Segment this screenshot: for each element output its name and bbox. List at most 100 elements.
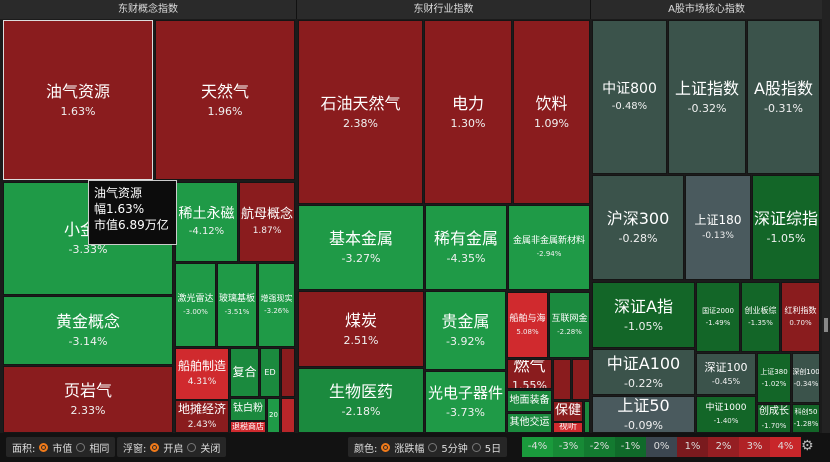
treemap-tile[interactable]: 上证380 -1.02% bbox=[757, 353, 791, 403]
treemap-tile[interactable]: 沪深300 -0.28% bbox=[592, 175, 684, 280]
treemap-tile[interactable]: 科创50 -1.28% bbox=[792, 404, 820, 433]
treemap-tile[interactable] bbox=[281, 348, 295, 397]
tile-change: -0.09% bbox=[624, 419, 663, 433]
tile-change: -1.02% bbox=[761, 379, 787, 388]
radio-5day[interactable] bbox=[471, 442, 481, 452]
treemap-tile[interactable]: 深证100 -0.45% bbox=[696, 353, 756, 395]
radio-equal[interactable] bbox=[76, 442, 86, 452]
treemap-tile[interactable]: 创业板综 -1.35% bbox=[741, 282, 780, 352]
tile-name: 退税商店 bbox=[232, 422, 264, 431]
treemap-tile[interactable]: 退税商店 bbox=[230, 421, 266, 433]
panel-header-industry: 东财行业指数 bbox=[297, 0, 591, 19]
treemap-tile[interactable]: 地摊经济 2.43% bbox=[175, 400, 229, 433]
treemap-tile[interactable]: 上证180 -0.13% bbox=[685, 175, 751, 280]
color-label: 颜色: bbox=[354, 443, 378, 455]
treemap-tile[interactable]: 航母概念 1.87% bbox=[239, 182, 295, 262]
option-5min[interactable]: 5分钟 bbox=[441, 443, 468, 455]
treemap-tile[interactable]: 激光雷达 -3.00% bbox=[175, 263, 216, 347]
treemap-tile[interactable]: 电力 1.30% bbox=[424, 20, 512, 204]
treemap-tile[interactable]: 增强现实 -3.26% bbox=[258, 263, 295, 347]
treemap-tile[interactable]: 中证A100 -0.22% bbox=[592, 349, 695, 395]
treemap-tile[interactable]: A股指数 -0.31% bbox=[747, 20, 820, 174]
treemap-tile[interactable]: 黄金概念 -3.14% bbox=[3, 296, 173, 365]
radio-5min[interactable] bbox=[428, 442, 438, 452]
treemap-tile[interactable]: 保健 bbox=[553, 401, 583, 422]
tile-change: -0.28% bbox=[618, 232, 658, 246]
treemap-tile[interactable]: 船舶制造 4.31% bbox=[175, 348, 229, 400]
option-equal[interactable]: 相同 bbox=[89, 443, 110, 455]
tile-name: 增强现实 bbox=[260, 294, 293, 304]
tile-change: 4.31% bbox=[187, 377, 217, 388]
treemap-tile[interactable]: 视听 bbox=[553, 422, 583, 433]
radio-float-on[interactable] bbox=[150, 442, 160, 452]
treemap-tile[interactable]: 贵金属 -3.92% bbox=[425, 291, 506, 370]
treemap-tile[interactable]: 深证A指 -1.05% bbox=[592, 282, 695, 348]
treemap-tile[interactable]: 稀有金属 -4.35% bbox=[425, 205, 507, 290]
treemap-tile[interactable]: 红利指数 0.70% bbox=[781, 282, 820, 352]
legend-swatch: 1% bbox=[677, 437, 708, 457]
treemap-tile[interactable]: 基本金属 -3.27% bbox=[298, 205, 424, 290]
scrollbar-thumb[interactable] bbox=[824, 318, 828, 332]
settings-gear-icon[interactable]: ⚙ bbox=[801, 438, 814, 454]
treemap-tile[interactable]: 上证指数 -0.32% bbox=[668, 20, 746, 174]
treemap-tile[interactable]: 金属非金属新材料 -2.94% bbox=[508, 205, 590, 290]
option-market-cap[interactable]: 市值 bbox=[52, 443, 73, 455]
tile-name: 玻璃基板 bbox=[218, 293, 255, 304]
treemap-tile[interactable]: 深创100 -0.34% bbox=[792, 353, 820, 403]
treemap-tile[interactable]: 石油天然气 2.38% bbox=[298, 20, 423, 204]
treemap-tile[interactable]: 创成长 -1.70% bbox=[757, 404, 791, 433]
treemap-tile[interactable]: 燃气 1.55% bbox=[507, 359, 552, 389]
treemap-tile[interactable]: 其他交运 bbox=[507, 413, 552, 433]
option-change[interactable]: 涨跌幅 bbox=[394, 443, 425, 455]
treemap-tile[interactable]: 中证1000 -1.40% bbox=[696, 396, 756, 433]
treemap-tile[interactable] bbox=[281, 398, 295, 433]
treemap-tile[interactable]: 玻璃基板 -3.51% bbox=[217, 263, 257, 347]
treemap-tile[interactable] bbox=[553, 359, 571, 400]
option-float-off[interactable]: 关闭 bbox=[200, 443, 221, 455]
tile-name: 饮料 bbox=[535, 93, 568, 113]
treemap-tile[interactable]: 互联网金 -2.28% bbox=[549, 292, 590, 358]
treemap-tile[interactable]: 煤炭 2.51% bbox=[298, 291, 424, 367]
treemap-tile[interactable]: 地面装备 bbox=[507, 390, 552, 412]
treemap-tile[interactable]: 中证800 -0.48% bbox=[592, 20, 667, 174]
radio-change[interactable] bbox=[381, 442, 391, 452]
treemap-tile[interactable]: 天然气 1.96% bbox=[155, 20, 295, 180]
treemap-tile[interactable]: 饮料 1.09% bbox=[513, 20, 590, 204]
tile-name: 船舶制造 bbox=[177, 359, 226, 374]
treemap-tile[interactable] bbox=[572, 359, 590, 400]
tooltip-change: 幅1.63% bbox=[94, 202, 145, 217]
tile-change: -0.22% bbox=[624, 376, 663, 390]
treemap-tile[interactable]: 复合 bbox=[230, 348, 259, 397]
treemap-tile[interactable]: 上证50 -0.09% bbox=[592, 396, 695, 433]
treemap-tile[interactable]: 深证综指 -1.05% bbox=[752, 175, 820, 280]
treemap-tile[interactable]: 国证2000 -1.49% bbox=[696, 282, 740, 352]
treemap-tile[interactable]: 稀土永磁 -4.12% bbox=[175, 182, 238, 262]
tile-name: 红利指数 bbox=[784, 306, 817, 316]
treemap-tile[interactable]: 页岩气 2.33% bbox=[3, 366, 173, 433]
tile-change: 1.96% bbox=[207, 104, 243, 118]
radio-float-off[interactable] bbox=[187, 442, 197, 452]
treemap-tile[interactable]: 生物医药 -2.18% bbox=[298, 368, 424, 433]
tooltip: 油气资源 幅1.63% 市值6.89万亿 bbox=[88, 180, 177, 245]
scrollbar[interactable] bbox=[822, 0, 830, 433]
treemap-tile[interactable]: 光电子器件 -3.73% bbox=[425, 371, 506, 433]
treemap-tile[interactable]: 20 bbox=[267, 398, 280, 433]
tile-name: 生物医药 bbox=[328, 382, 393, 402]
tile-name: 保健 bbox=[554, 403, 581, 419]
tile-name: 20 bbox=[269, 411, 278, 420]
radio-market-cap[interactable] bbox=[39, 442, 49, 452]
treemap-tile[interactable] bbox=[584, 401, 590, 433]
tile-name: 上证180 bbox=[694, 212, 742, 227]
color-legend: -4% -3% -2% -1% 0% 1% 2% 3% 4% bbox=[522, 437, 801, 457]
tile-name: 石油天然气 bbox=[320, 93, 401, 113]
treemap-tile[interactable]: 钛白粉 bbox=[230, 398, 266, 421]
tile-change: -1.05% bbox=[624, 319, 663, 333]
treemap-tile[interactable]: ED bbox=[260, 348, 280, 397]
option-float-on[interactable]: 开启 bbox=[163, 443, 184, 455]
treemap-tile[interactable]: 船舶与海 5.08% bbox=[507, 292, 548, 358]
tooltip-market-cap: 市值6.89万亿 bbox=[94, 218, 169, 233]
tile-change: -3.14% bbox=[68, 335, 108, 349]
tile-change: -1.28% bbox=[793, 420, 819, 428]
treemap-tile[interactable]: 油气资源 1.63% bbox=[3, 20, 153, 180]
option-5day[interactable]: 5日 bbox=[484, 443, 502, 455]
